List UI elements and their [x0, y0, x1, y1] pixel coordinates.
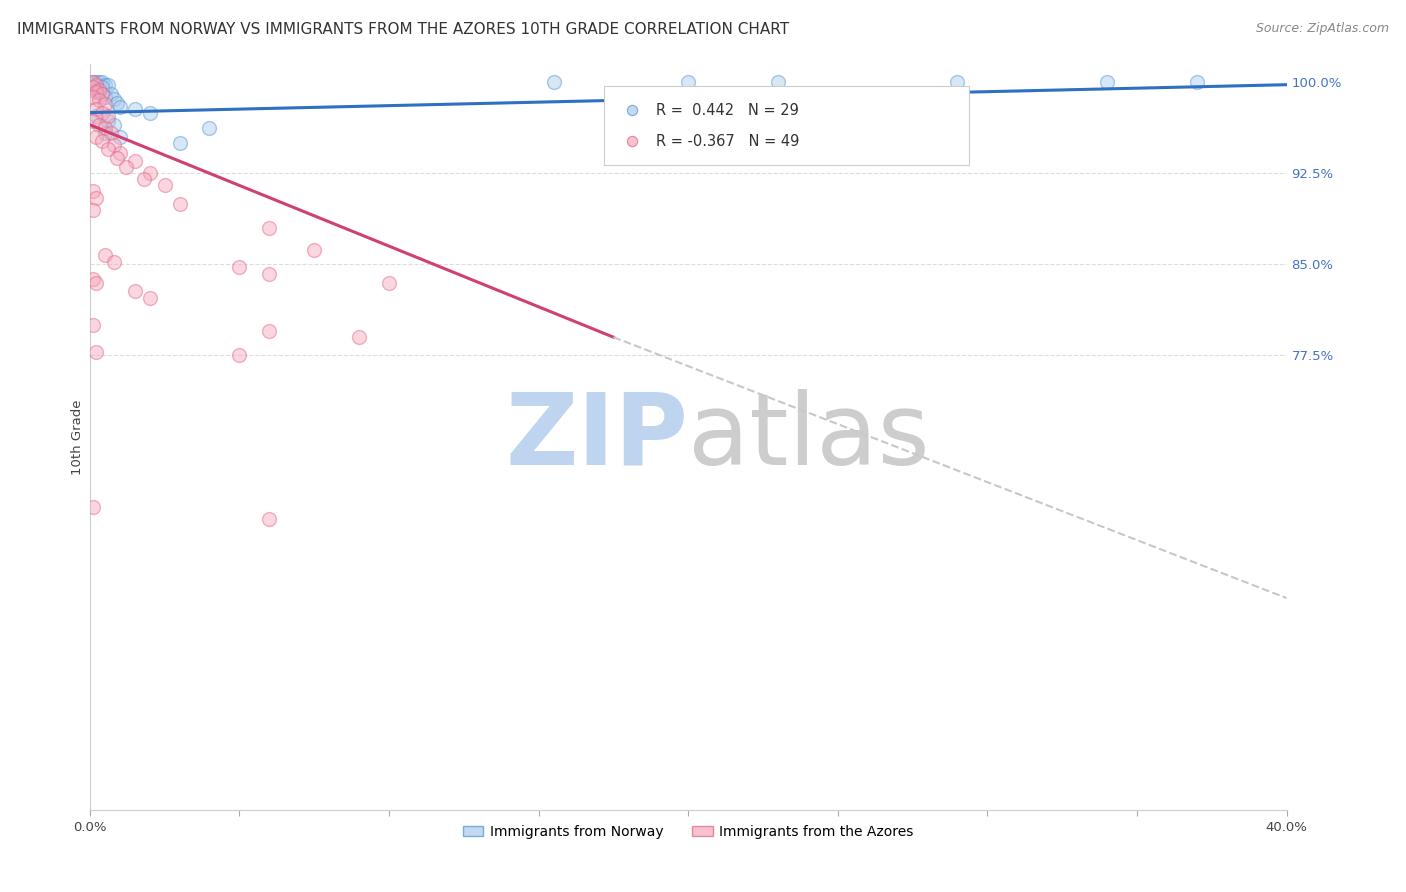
Point [84, 82, 107, 96]
Point [228, 348, 250, 362]
Point [228, 260, 250, 274]
Point [103, 138, 125, 153]
Text: R =  0.442   N = 29: R = 0.442 N = 29 [655, 103, 799, 118]
Point [259, 324, 281, 338]
Point [90, 105, 112, 120]
Point [946, 75, 969, 89]
Point [87, 82, 110, 96]
Point [97, 142, 120, 156]
Point [105, 151, 128, 165]
Point [378, 276, 401, 290]
Point [84, 190, 107, 204]
Point [100, 126, 122, 140]
Point [82, 185, 104, 199]
Point [103, 255, 125, 269]
Y-axis label: 10th Grade: 10th Grade [72, 400, 84, 475]
Point [1095, 75, 1118, 89]
Point [169, 136, 191, 150]
Text: ZIP: ZIP [505, 389, 688, 486]
Point [114, 160, 136, 174]
Point [82, 80, 104, 95]
Point [90, 87, 112, 102]
Point [82, 272, 104, 286]
Text: R = -0.367   N = 49: R = -0.367 N = 49 [655, 134, 799, 149]
Point [124, 102, 146, 116]
Point [100, 87, 122, 102]
Point [90, 134, 112, 148]
Point [138, 166, 160, 180]
Point [259, 512, 281, 526]
Point [84, 85, 107, 99]
Point [82, 75, 104, 89]
Point [82, 202, 104, 217]
Point [84, 109, 107, 123]
Point [94, 90, 117, 104]
Point [259, 267, 281, 281]
Text: atlas: atlas [688, 389, 929, 486]
Point [138, 291, 160, 305]
Point [97, 114, 120, 128]
Point [87, 94, 110, 108]
Point [132, 172, 155, 186]
Text: Source: ZipAtlas.com: Source: ZipAtlas.com [1256, 22, 1389, 36]
Point [124, 284, 146, 298]
Point [84, 75, 107, 89]
Point [138, 105, 160, 120]
Point [82, 75, 104, 89]
Point [676, 75, 699, 89]
Point [103, 118, 125, 132]
Point [84, 276, 107, 290]
Point [124, 154, 146, 169]
Point [347, 330, 370, 344]
Point [84, 102, 107, 116]
Point [766, 75, 789, 89]
Text: IMMIGRANTS FROM NORWAY VS IMMIGRANTS FROM THE AZORES 10TH GRADE CORRELATION CHAR: IMMIGRANTS FROM NORWAY VS IMMIGRANTS FRO… [17, 22, 789, 37]
Point [84, 344, 107, 359]
Point [87, 75, 110, 89]
Point [94, 126, 117, 140]
Point [105, 95, 128, 110]
Point [94, 121, 117, 136]
Point [543, 75, 565, 89]
Point [198, 121, 221, 136]
Point [94, 78, 117, 92]
Point [90, 75, 112, 89]
Point [94, 247, 117, 261]
Point [97, 78, 120, 92]
Point [108, 99, 131, 113]
Legend: Immigrants from Norway, Immigrants from the Azores: Immigrants from Norway, Immigrants from … [457, 820, 920, 845]
Point [94, 97, 117, 112]
Point [103, 92, 125, 106]
FancyBboxPatch shape [605, 87, 969, 165]
Point [82, 90, 104, 104]
Point [84, 78, 107, 92]
Point [82, 500, 104, 514]
Point [302, 243, 325, 257]
Point [153, 178, 176, 193]
Point [169, 196, 191, 211]
Point [84, 129, 107, 144]
Point [97, 109, 120, 123]
Point [87, 118, 110, 132]
Point [259, 221, 281, 235]
Point [108, 129, 131, 144]
Point [82, 318, 104, 332]
Point [90, 80, 112, 95]
Point [108, 145, 131, 160]
Point [87, 85, 110, 99]
Point [1185, 75, 1208, 89]
Point [82, 114, 104, 128]
